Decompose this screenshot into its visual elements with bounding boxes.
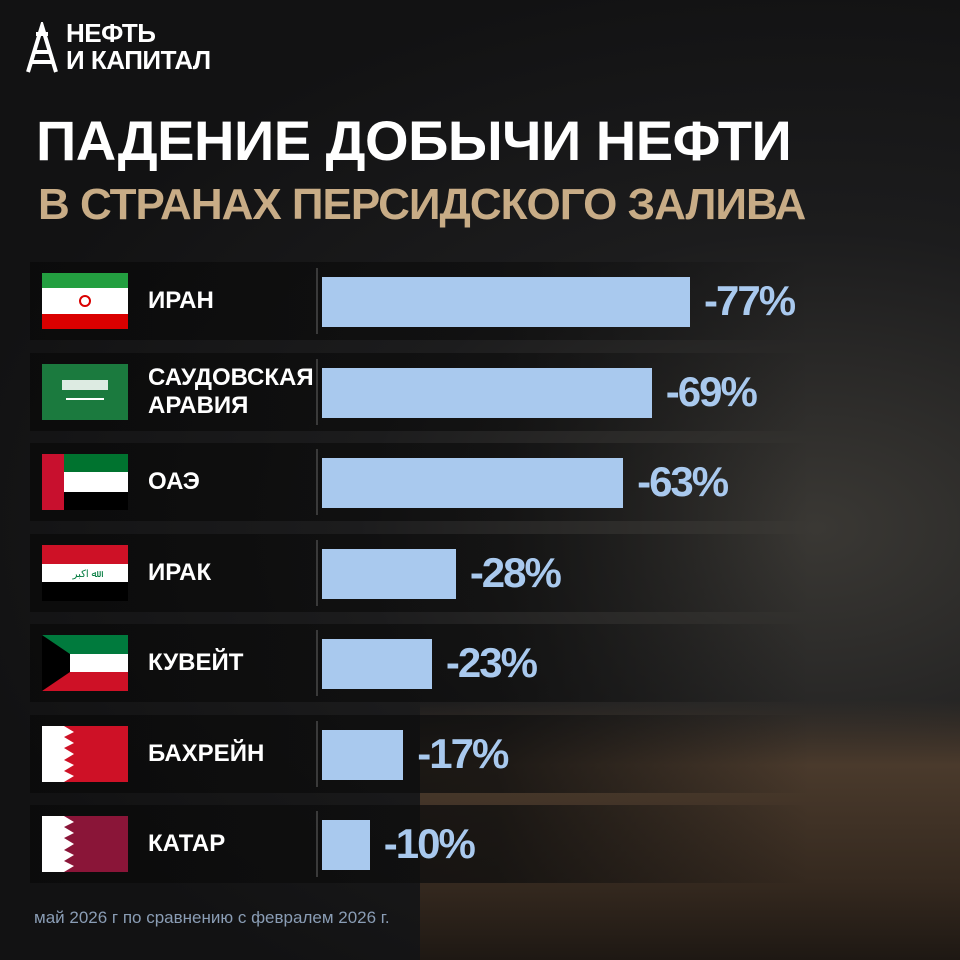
logo-line: И КАПИТАЛ	[66, 45, 211, 75]
flag-image: ﷲ اكبر	[42, 544, 128, 601]
category-label: КАТАР	[148, 830, 226, 857]
row: КУВЕЙТ -23%	[30, 624, 810, 702]
flag-image	[42, 454, 128, 510]
logo: НЕФТЬ И КАПИТАЛ	[66, 20, 211, 74]
separator	[316, 811, 318, 877]
footnote: май 2026 г по сравнению с февралем 2026 …	[34, 908, 390, 927]
logo-line: НЕФТЬ	[66, 18, 156, 48]
chart-title: ПАДЕНИЕ ДОБЫЧИ НЕФТИ	[36, 109, 792, 172]
flag-image	[42, 273, 128, 329]
value-label: -28%	[469, 548, 562, 596]
category-label: ОАЭ	[148, 468, 200, 495]
bar	[322, 729, 404, 780]
value-label: -69%	[665, 367, 758, 415]
flag	[42, 635, 128, 696]
logo-icon	[26, 22, 58, 73]
category-label: ИРАН	[148, 287, 214, 314]
separator	[316, 539, 318, 606]
flag-image	[42, 635, 128, 691]
separator	[316, 268, 318, 334]
category-label: САУДОВСКАЯ АРАВИЯ	[148, 363, 314, 419]
flag	[42, 816, 128, 877]
value-label: -10%	[383, 820, 476, 867]
row: САУДОВСКАЯ АРАВИЯ -69%	[30, 352, 810, 431]
flag	[42, 363, 128, 425]
value-label: -63%	[637, 458, 729, 505]
flag	[42, 273, 128, 334]
svg-text:ﷲ اكبر: ﷲ اكبر	[72, 569, 104, 580]
row: ОАЭ -63%	[30, 443, 810, 521]
separator	[316, 720, 318, 787]
flag: ﷲ اكبر	[42, 544, 128, 606]
row: КАТАР -10%	[30, 805, 810, 883]
flag	[42, 725, 128, 787]
category-label: КУВЕЙТ	[148, 649, 244, 676]
row: ﷲ اكبر ИРАК -28%	[30, 533, 810, 612]
value-label: -77%	[704, 277, 796, 324]
bar	[322, 367, 652, 418]
bar	[322, 548, 456, 599]
row: БАХРЕЙН -17%	[30, 714, 810, 793]
flag-image	[42, 816, 128, 872]
bar	[322, 820, 370, 870]
separator	[316, 449, 318, 515]
chart-subtitle: В СТРАНАХ ПЕРСИДСКОГО ЗАЛИВА	[38, 180, 806, 229]
flag-image	[42, 725, 128, 782]
bar	[322, 458, 624, 508]
separator	[316, 630, 318, 696]
value-label: -23%	[445, 639, 538, 686]
value-label: -17%	[417, 729, 509, 777]
separator	[316, 358, 318, 425]
flag-image	[42, 363, 128, 420]
row: ИРАН -77%	[30, 262, 810, 340]
category-label: БАХРЕЙН	[148, 739, 265, 767]
flag	[42, 454, 128, 515]
category-label: ИРАК	[148, 558, 212, 586]
bar	[322, 277, 690, 327]
bar	[322, 639, 432, 689]
